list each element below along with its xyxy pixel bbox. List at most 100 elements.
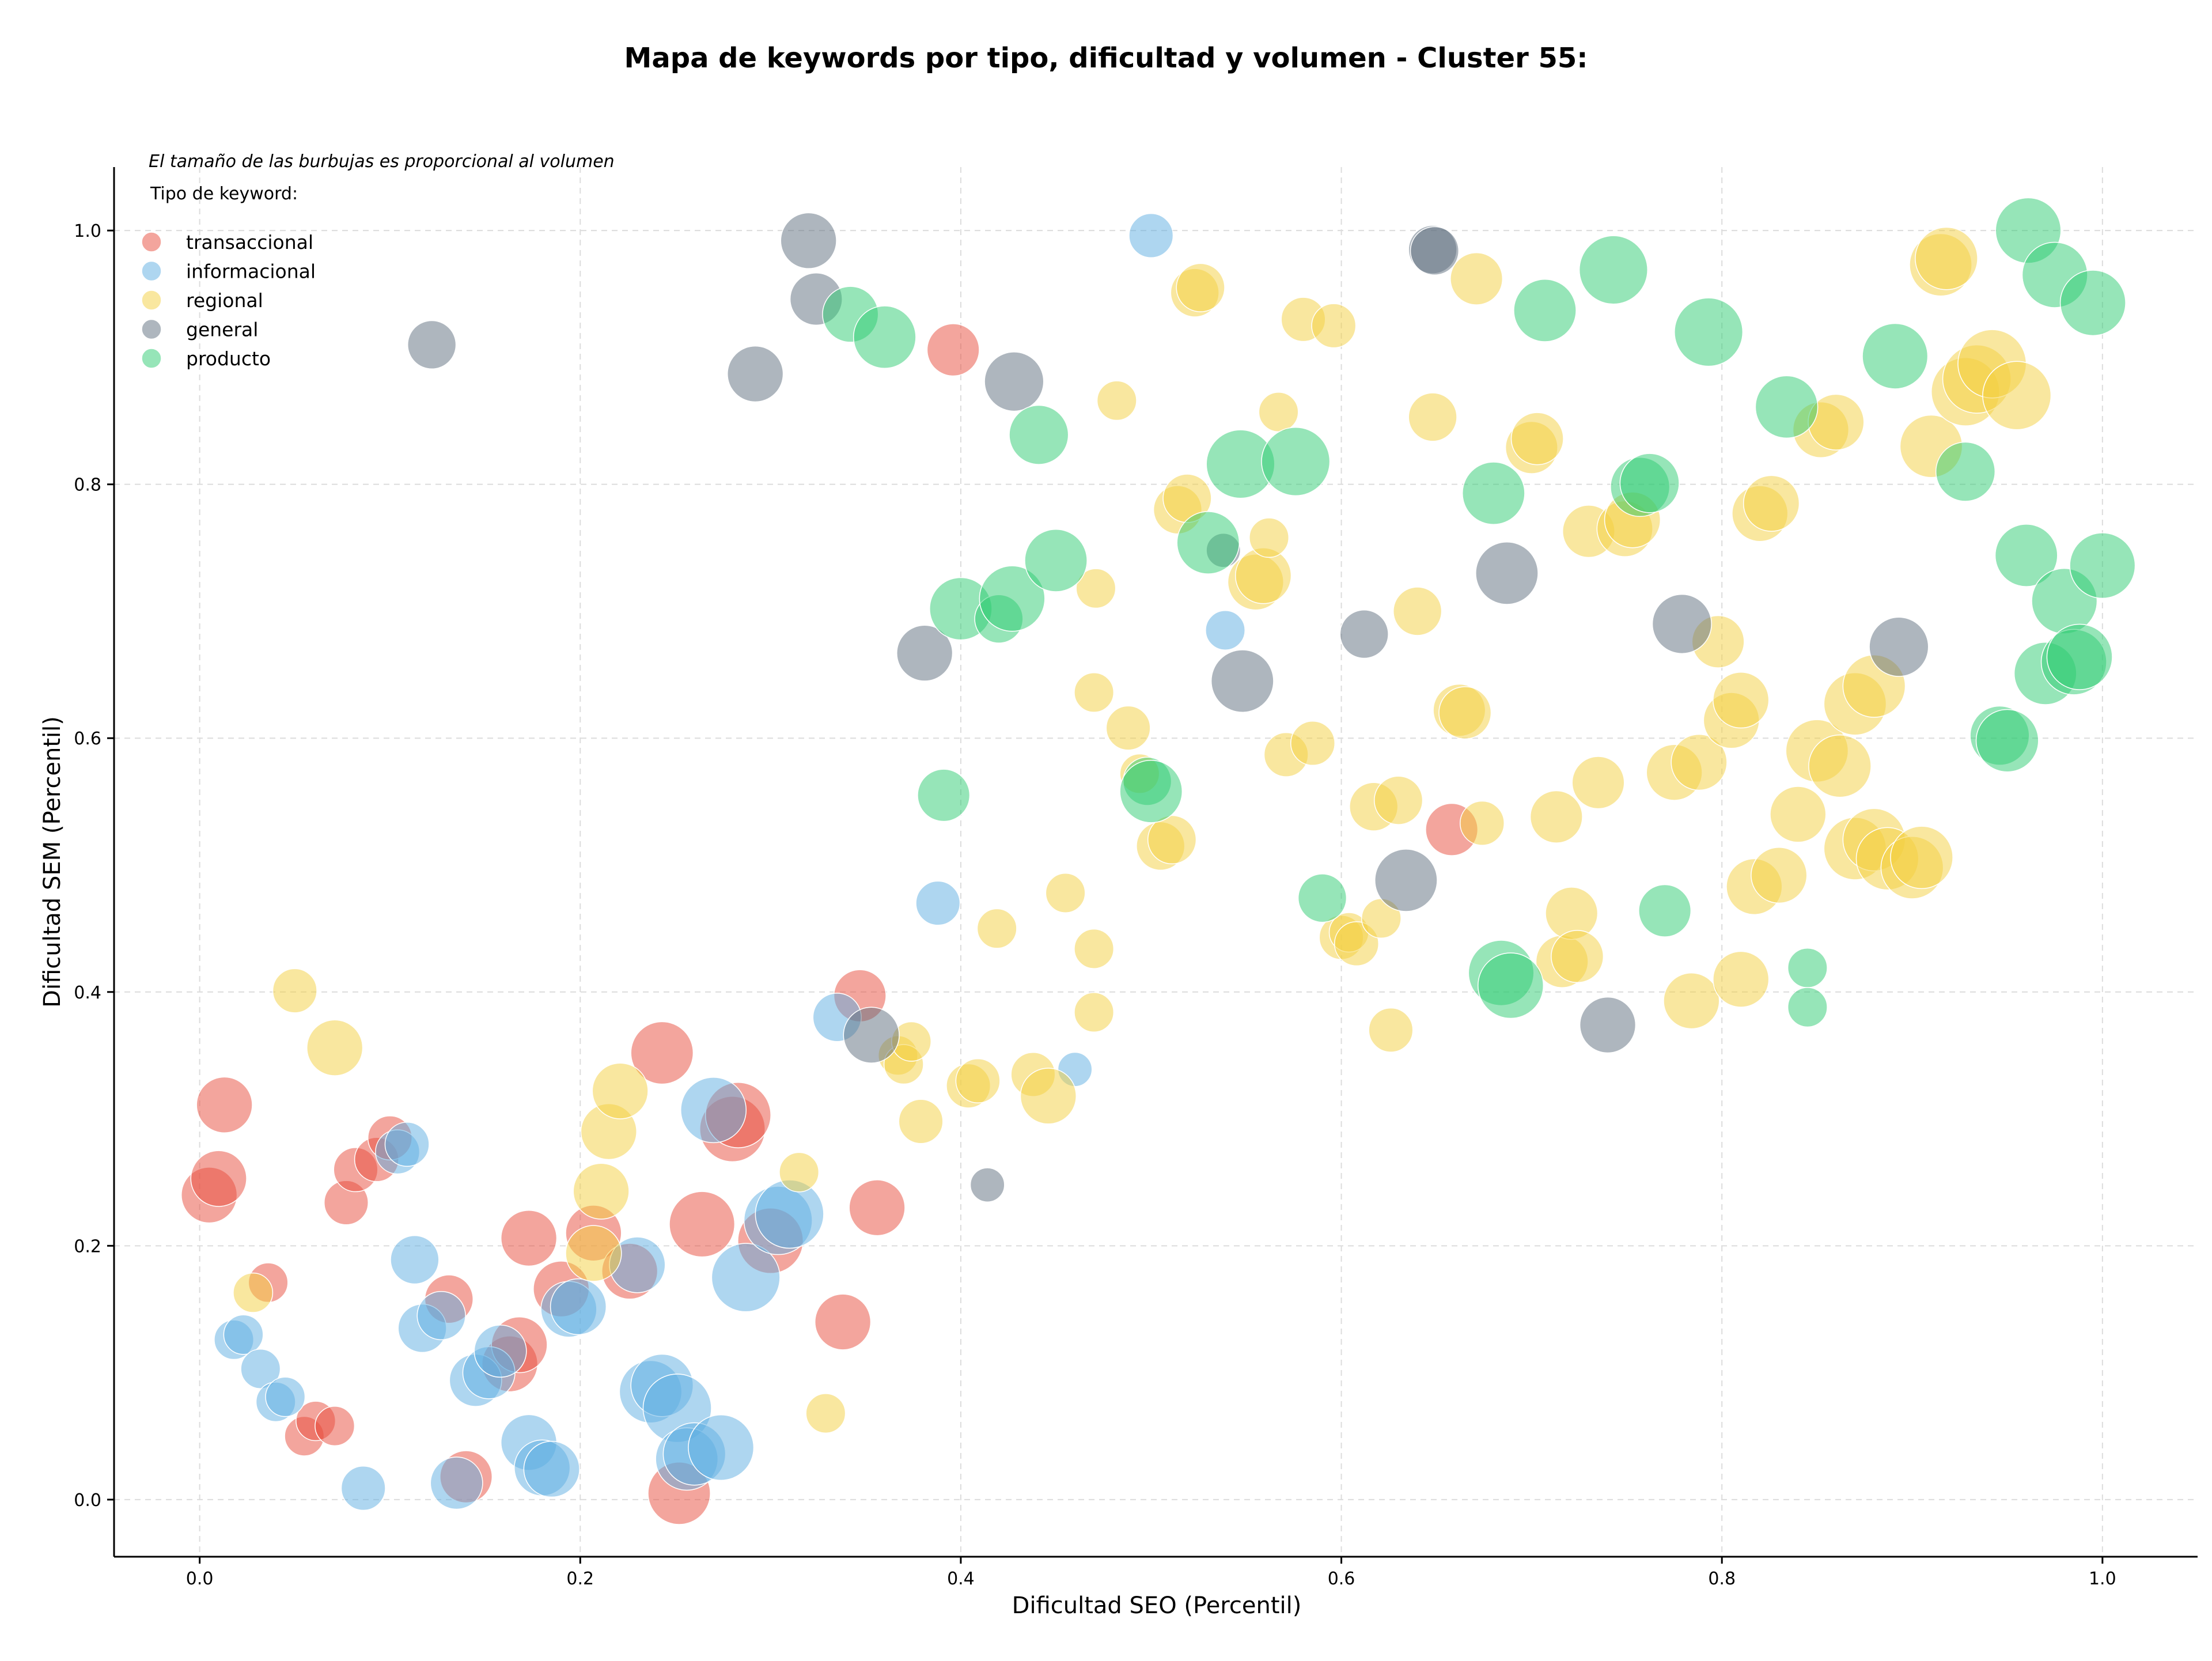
- series-producto: [822, 197, 2136, 1028]
- bubble-transaccional: [926, 323, 980, 377]
- legend-label-general: general: [186, 319, 258, 341]
- bubble-producto: [2046, 623, 2113, 690]
- bubble-regional: [1096, 380, 1137, 421]
- bubble-informacional: [1205, 610, 1246, 650]
- bubble-producto: [1975, 709, 2039, 773]
- bubble-general: [1210, 649, 1274, 713]
- y-tick-label: 1.0: [74, 221, 101, 241]
- x-axis-label: Dificultad SEO (Percentil): [1012, 1592, 1302, 1619]
- x-tick-label: 1.0: [2089, 1569, 2116, 1589]
- bubble-producto: [1994, 524, 2058, 587]
- bubble-regional: [1671, 733, 1728, 791]
- bubble-informacional: [430, 1456, 483, 1510]
- bubble-regional: [1459, 800, 1505, 846]
- legend-marker-regional: [141, 290, 162, 311]
- legend-item-regional: regional: [141, 289, 263, 312]
- bubble-producto: [1638, 884, 1692, 937]
- bubble-informacional: [223, 1314, 264, 1355]
- bubble-regional: [1074, 672, 1115, 713]
- legend-label-regional: regional: [186, 289, 263, 312]
- bubble-general: [1374, 849, 1438, 912]
- bubble-producto: [1619, 453, 1680, 513]
- bubble-transaccional: [849, 1179, 906, 1236]
- bubble-regional: [1105, 705, 1151, 751]
- bubble-regional: [779, 1152, 820, 1193]
- bubble-producto: [1461, 461, 1525, 525]
- bubble-general: [1475, 542, 1539, 605]
- bubble-regional: [1713, 951, 1770, 1008]
- bubble-producto: [2059, 270, 2126, 336]
- legend-marker-producto: [141, 348, 162, 369]
- x-tick-label: 0.4: [947, 1569, 975, 1589]
- bubble-informacional: [688, 1414, 755, 1481]
- bubble-regional: [1571, 756, 1625, 809]
- bubble-producto: [2069, 532, 2136, 599]
- bubble-producto: [1935, 441, 1996, 502]
- legend-label-transaccional: transaccional: [186, 231, 313, 253]
- bubble-general: [1579, 996, 1637, 1054]
- bubble-transaccional: [196, 1076, 253, 1133]
- bubble-regional: [1045, 872, 1086, 913]
- chart-title: Mapa de keywords por tipo, dificultad y …: [624, 42, 1588, 74]
- legend-item-producto: producto: [141, 347, 271, 370]
- bubble-regional: [1408, 392, 1457, 442]
- bubble-producto: [1787, 947, 1828, 988]
- bubble-producto: [1862, 323, 1929, 389]
- bubble-producto: [853, 305, 916, 369]
- bubble-regional: [1713, 672, 1770, 729]
- legend-item-informacional: informacional: [141, 260, 316, 283]
- bubble-producto: [1119, 759, 1183, 823]
- bubble-general: [1410, 226, 1460, 276]
- legend-label-producto: producto: [186, 347, 271, 370]
- bubble-producto: [1755, 375, 1819, 439]
- bubble-informacional: [240, 1349, 281, 1389]
- bubble-regional: [1373, 775, 1423, 825]
- legend-item-transaccional: transaccional: [141, 231, 313, 253]
- bubble-regional: [1551, 930, 1604, 983]
- legend-marker-general: [141, 319, 162, 340]
- bubble-informacional: [680, 1077, 747, 1144]
- bubble-producto: [1297, 873, 1347, 923]
- bubble-regional: [976, 908, 1017, 949]
- series-transaccional: [181, 323, 1479, 1525]
- bubble-producto: [1787, 987, 1828, 1028]
- bubble-producto: [1261, 427, 1331, 497]
- bubble-transaccional: [669, 1191, 736, 1258]
- bubble-informacional: [390, 1235, 440, 1285]
- bubble-regional: [898, 1099, 944, 1144]
- bubble-informacional: [550, 1278, 607, 1335]
- bubble-informacional: [711, 1243, 781, 1312]
- bubble-general: [1869, 616, 1929, 677]
- bubble-general: [780, 212, 837, 269]
- bubble-producto: [1578, 235, 1648, 305]
- bubble-regional: [1438, 686, 1492, 740]
- legend-items: transaccional informacional regional genera…: [141, 231, 316, 370]
- bubble-regional: [1290, 721, 1336, 766]
- bubble-regional: [1770, 786, 1827, 843]
- x-tick-label: 0.6: [1328, 1569, 1355, 1589]
- y-tick-label: 0.6: [74, 729, 101, 749]
- bubble-regional: [573, 1163, 630, 1220]
- bubble-regional: [805, 1393, 846, 1434]
- bubble-regional: [1982, 361, 2052, 430]
- ticks: 0.0 0.2 0.4 0.6 0.8 1.0 0.0 0.2 0.4 0.6 0.8 1.0: [74, 221, 2116, 1589]
- bubble-regional: [1074, 992, 1115, 1032]
- bubble-regional: [1258, 392, 1299, 433]
- y-tick-label: 0.0: [74, 1490, 101, 1511]
- bubble-general: [727, 345, 784, 403]
- series-regional: [233, 226, 2052, 1434]
- bubble-informacional: [384, 1122, 430, 1167]
- bubble-regional: [1808, 734, 1872, 798]
- bubble-informacional: [340, 1466, 386, 1511]
- bubble-regional: [1249, 517, 1290, 558]
- bubble-informacional: [915, 880, 961, 926]
- bubble-regional: [565, 1225, 622, 1282]
- bubble-regional: [1529, 790, 1583, 843]
- bubble-producto: [1176, 511, 1240, 574]
- bubble-regional: [592, 1062, 649, 1119]
- bubble-informacional: [474, 1325, 527, 1378]
- bubble-regional: [306, 1019, 363, 1076]
- bubble-general: [1652, 593, 1712, 654]
- bubble-transaccional: [630, 1021, 694, 1085]
- bubble-producto: [1674, 297, 1744, 367]
